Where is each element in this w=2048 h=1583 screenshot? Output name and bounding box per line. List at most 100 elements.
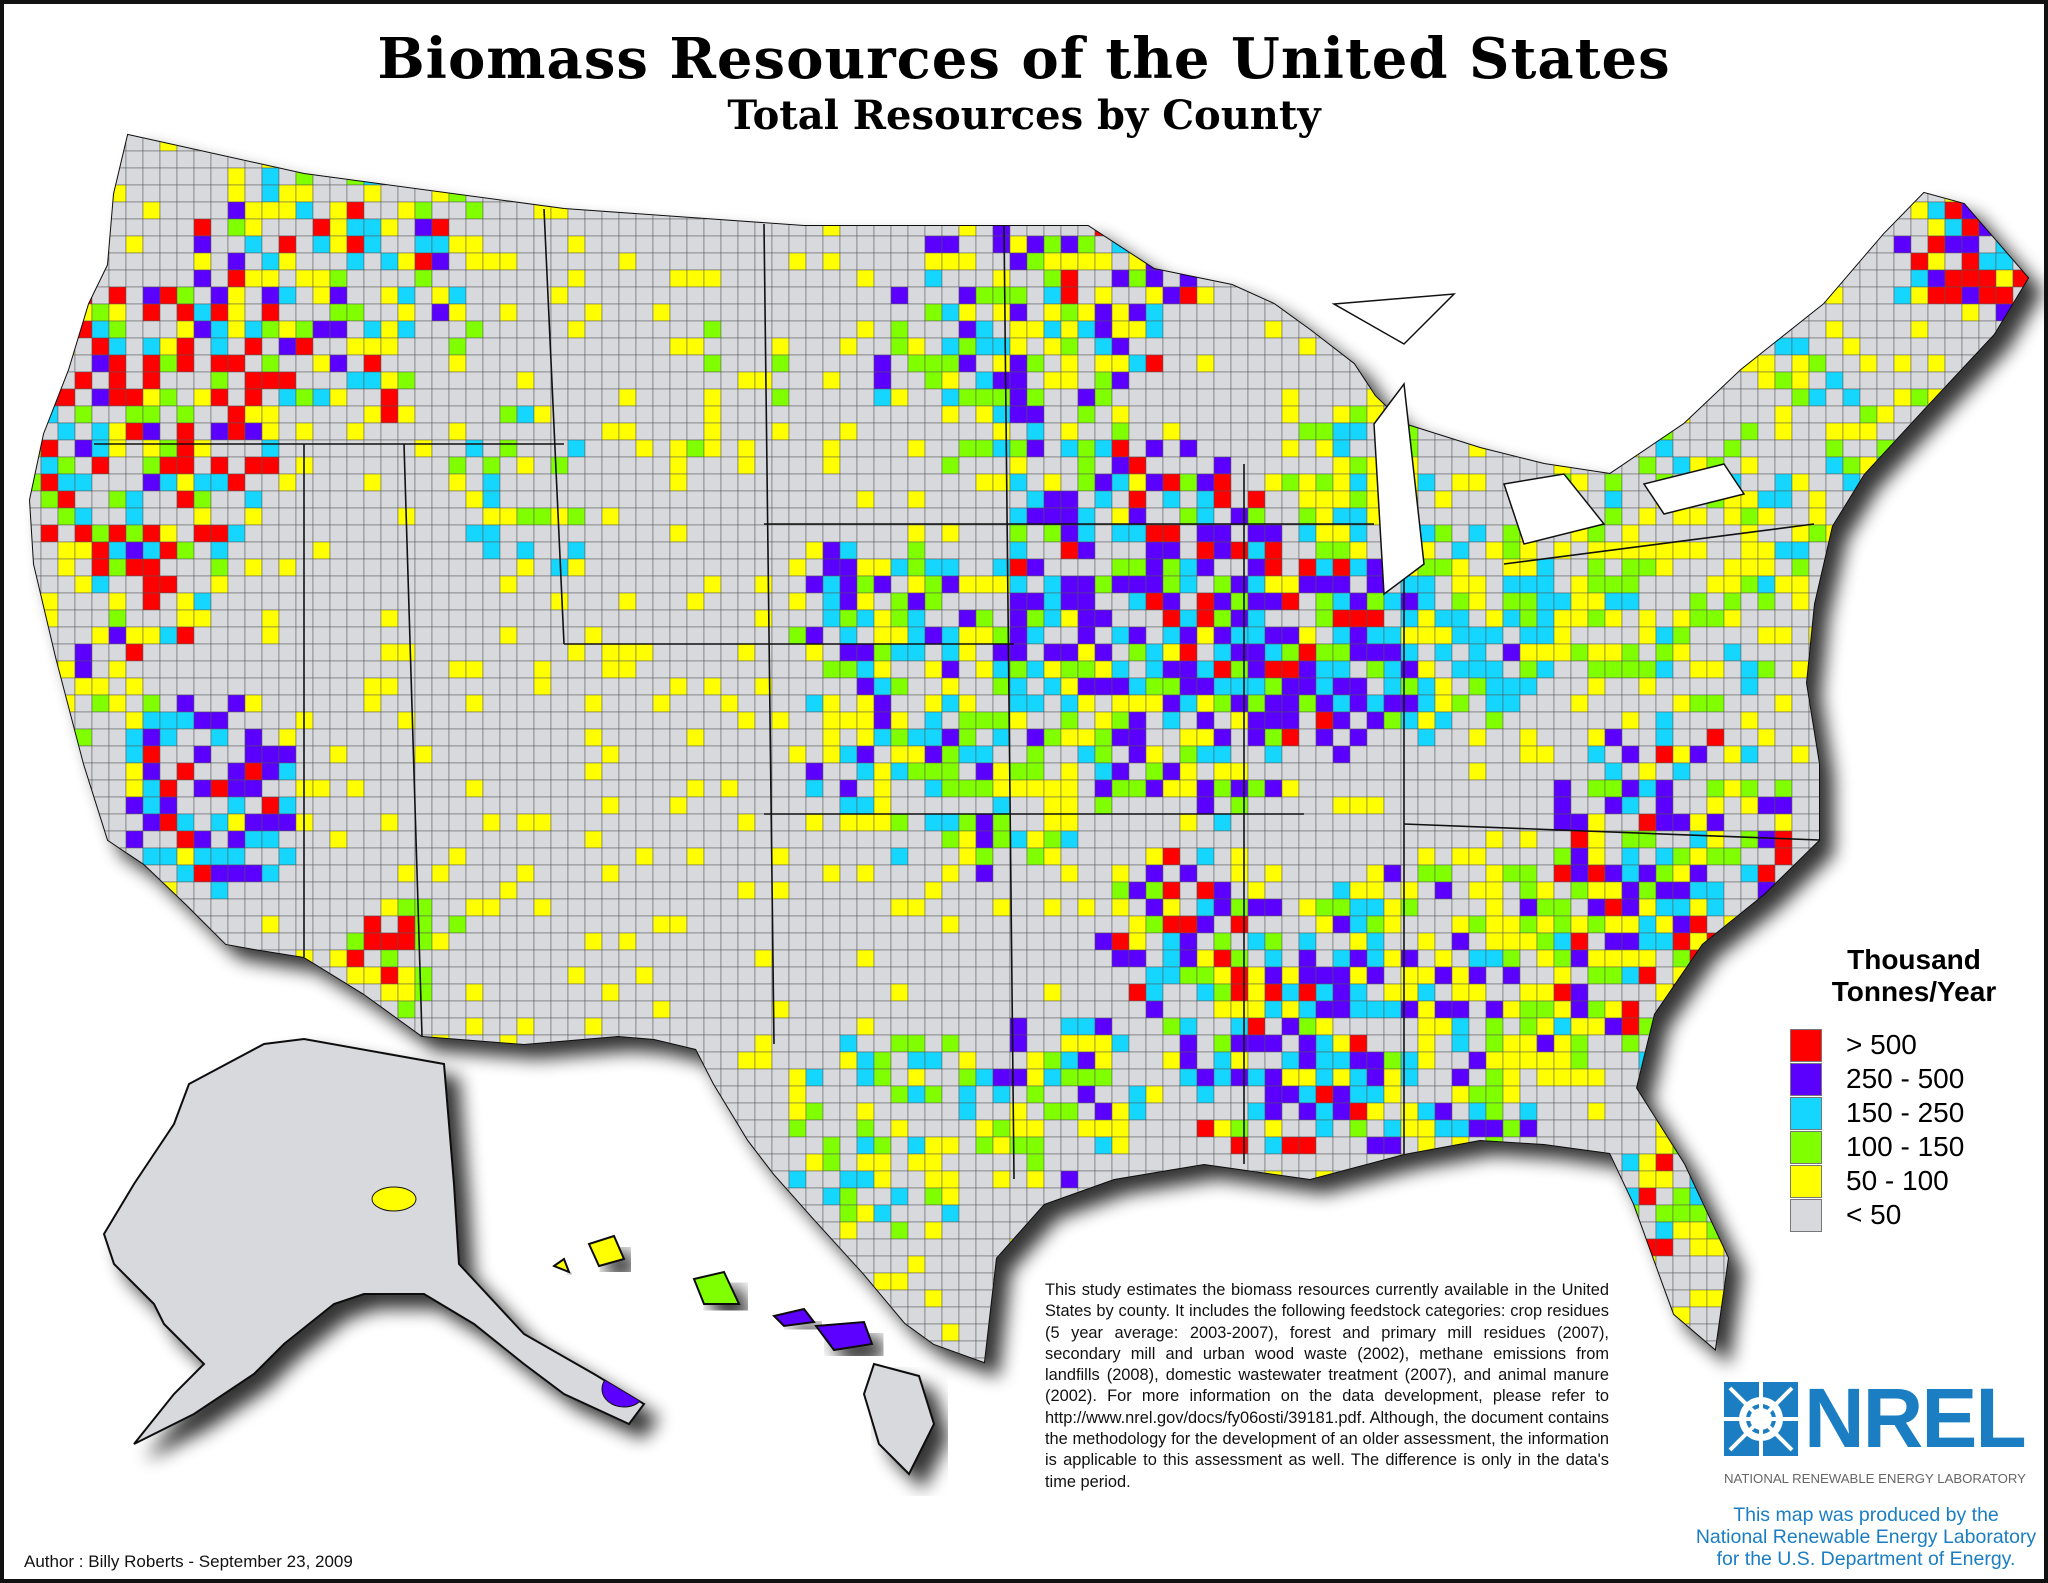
county-cell (1247, 269, 1266, 288)
county-cell (1026, 507, 1045, 526)
county-cell (1213, 490, 1232, 509)
county-cell (1468, 167, 1487, 186)
county-cell (1417, 728, 1436, 747)
county-cell (1791, 694, 1810, 713)
county-cell (1519, 745, 1538, 764)
county-cell (431, 575, 450, 594)
county-cell (57, 762, 76, 781)
county-cell (448, 439, 467, 458)
county-cell (108, 473, 127, 492)
county-cell (1876, 490, 1895, 509)
county-cell (329, 269, 348, 288)
county-cell (193, 167, 212, 186)
county-cell (1145, 507, 1164, 526)
county-cell (924, 201, 943, 220)
county-cell (601, 252, 620, 271)
county-cell (1077, 660, 1096, 679)
county-cell (1553, 796, 1572, 815)
county-cell (1111, 813, 1130, 832)
county-cell (1689, 354, 1708, 373)
county-cell (941, 439, 960, 458)
county-cell (1587, 184, 1606, 203)
county-cell (1859, 286, 1878, 305)
county-cell (1910, 507, 1929, 526)
county-cell (601, 473, 620, 492)
county-cell (1910, 167, 1929, 186)
county-cell (533, 575, 552, 594)
county-cell (737, 745, 756, 764)
county-cell (924, 269, 943, 288)
county-cell (261, 184, 280, 203)
county-cell (1111, 286, 1130, 305)
county-cell (1349, 762, 1368, 781)
county-cell (652, 575, 671, 594)
county-cell (1128, 439, 1147, 458)
county-cell (805, 796, 824, 815)
county-cell (737, 507, 756, 526)
county-cell (975, 371, 994, 390)
county-cell (975, 762, 994, 781)
county-cell (363, 796, 382, 815)
county-cell (601, 694, 620, 713)
county-cell (1621, 150, 1640, 169)
county-cell (1910, 626, 1929, 645)
county-cell (1111, 507, 1130, 526)
county-cell (1536, 592, 1555, 611)
county-cell (278, 439, 297, 458)
county-cell (2012, 320, 2028, 339)
county-cell (516, 626, 535, 645)
county-cell (1349, 524, 1368, 543)
county-cell (448, 218, 467, 237)
county-cell (244, 439, 263, 458)
county-cell (159, 167, 178, 186)
county-cell (278, 626, 297, 645)
county-cell (635, 779, 654, 798)
county-cell (1281, 779, 1300, 798)
county-cell (856, 150, 875, 169)
county-cell (142, 609, 161, 628)
county-cell (448, 592, 467, 611)
county-cell (771, 235, 790, 254)
county-cell (363, 830, 382, 849)
county-cell (1298, 677, 1317, 696)
county-cell (1434, 167, 1453, 186)
county-cell (499, 643, 518, 662)
county-cell (227, 694, 246, 713)
county-cell (1332, 388, 1351, 407)
county-cell (1043, 235, 1062, 254)
county-cell (1349, 371, 1368, 390)
county-cell (142, 422, 161, 441)
county-cell (414, 592, 433, 611)
county-cell (57, 286, 76, 305)
county-cell (1587, 167, 1606, 186)
county-cell (1502, 609, 1521, 628)
county-cell (1910, 711, 1929, 730)
county-cell (1519, 575, 1538, 594)
county-cell (91, 354, 110, 373)
county-cell (839, 728, 858, 747)
county-cell (737, 269, 756, 288)
county-cell (771, 507, 790, 526)
county-cell (771, 762, 790, 781)
county-cell (873, 252, 892, 271)
county-cell (1366, 388, 1385, 407)
county-cell (1213, 252, 1232, 271)
county-cell (380, 235, 399, 254)
county-cell (618, 677, 637, 696)
county-cell (1502, 541, 1521, 560)
county-cell (737, 541, 756, 560)
county-cell (1281, 541, 1300, 560)
county-cell (1247, 405, 1266, 424)
county-cell (1791, 728, 1810, 747)
county-cell (1842, 558, 1861, 577)
county-cell (1944, 745, 1963, 764)
county-cell (1876, 507, 1895, 526)
county-cell (805, 303, 824, 322)
county-cell (1876, 269, 1895, 288)
county-cell (1094, 456, 1113, 475)
county-cell (1417, 388, 1436, 407)
county-cell (329, 694, 348, 713)
county-cell (1502, 626, 1521, 645)
county-cell (1638, 813, 1657, 832)
county-cell (1553, 320, 1572, 339)
